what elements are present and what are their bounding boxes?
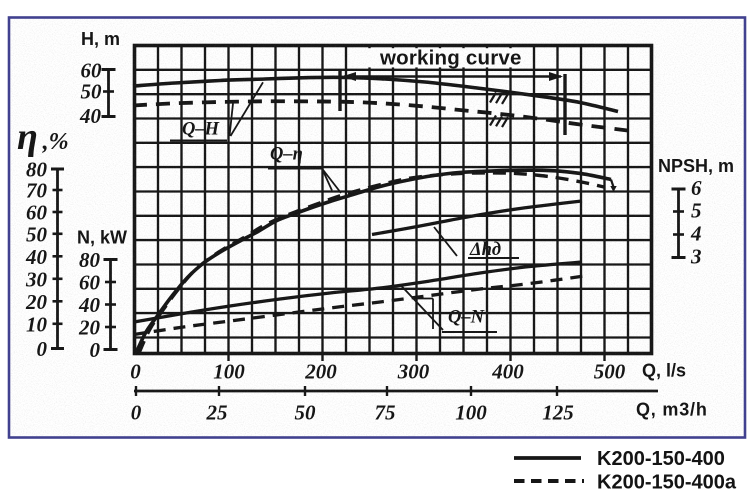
svg-text:K200-150-400: K200-150-400 xyxy=(597,448,725,470)
svg-text:K200-150-400a: K200-150-400a xyxy=(597,472,737,494)
